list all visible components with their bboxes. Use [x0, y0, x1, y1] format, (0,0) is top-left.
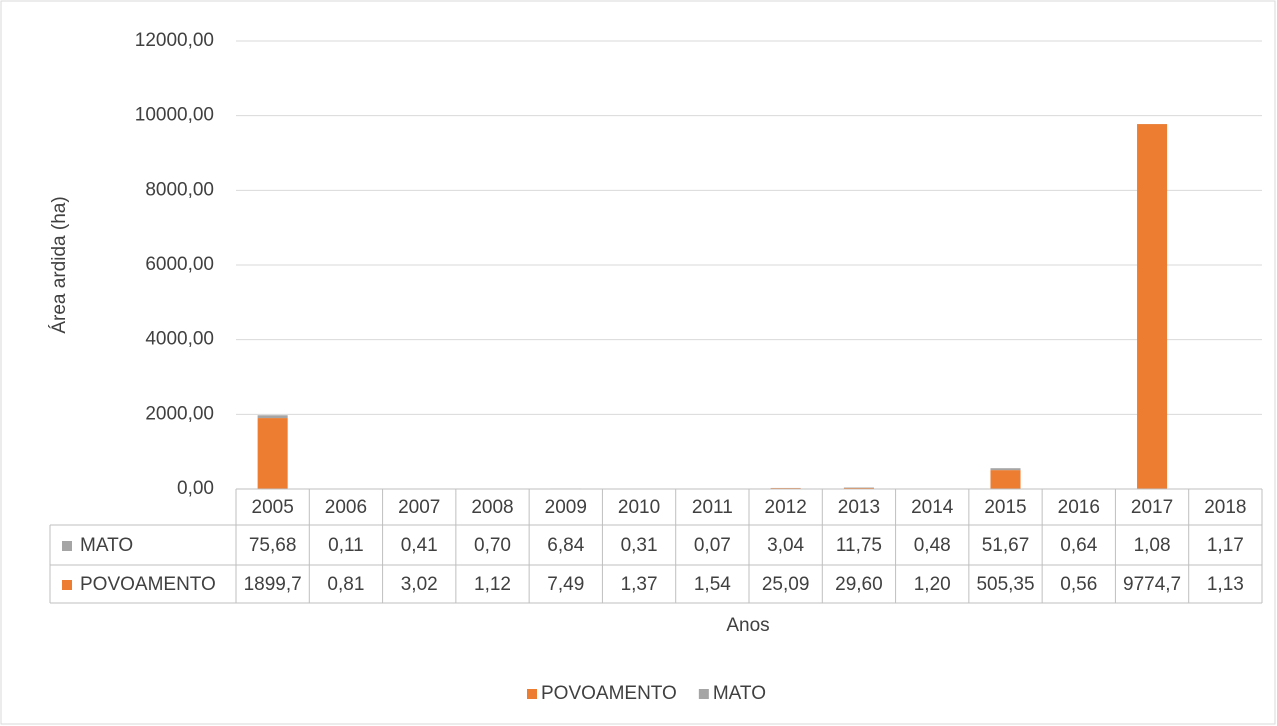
x-tick-label: 2012	[765, 497, 807, 518]
y-tick-label: 6000,00	[145, 254, 214, 275]
data-label: 29,60	[835, 574, 883, 595]
bar	[990, 468, 1021, 471]
table-row-label: POVOAMENTO	[80, 574, 216, 595]
y-tick-label: 8000,00	[145, 179, 214, 200]
x-tick-label: 2006	[325, 497, 367, 518]
data-label: 11,75	[836, 535, 882, 556]
y-tick-label: 0,00	[177, 478, 214, 499]
data-label: 9774,7	[1123, 574, 1181, 595]
data-label: 25,09	[762, 574, 810, 595]
y-tick-label: 2000,00	[145, 403, 214, 424]
data-label: 1,12	[474, 574, 511, 595]
data-label: 1,08	[1134, 535, 1171, 556]
x-tick-label: 2016	[1058, 497, 1100, 518]
table-legend-key	[62, 541, 72, 551]
data-label: 1,13	[1207, 574, 1244, 595]
x-tick-label: 2013	[838, 497, 880, 518]
table-legend-key	[62, 580, 72, 590]
legend-key	[527, 689, 537, 699]
x-tick-label: 2015	[984, 497, 1026, 518]
data-label: 0,07	[694, 535, 731, 556]
data-label: 3,02	[401, 574, 438, 595]
x-tick-label: 2017	[1131, 497, 1173, 518]
data-label: 0,31	[621, 535, 658, 556]
bar	[990, 470, 1021, 489]
x-axis-title: Anos	[726, 615, 769, 636]
data-label: 7,49	[547, 574, 584, 595]
data-label: 75,68	[249, 535, 297, 556]
data-label: 1,37	[621, 574, 658, 595]
data-label: 0,11	[328, 535, 364, 556]
data-label: 6,84	[547, 535, 584, 556]
legend-label: POVOAMENTO	[541, 683, 677, 704]
data-label: 1,54	[694, 574, 731, 595]
legend-label: MATO	[713, 683, 766, 704]
x-tick-label: 2009	[545, 497, 587, 518]
bar	[1137, 124, 1168, 489]
x-tick-label: 2014	[911, 497, 954, 518]
data-label: 0,81	[327, 574, 364, 595]
data-label: 1899,7	[244, 574, 302, 595]
x-tick-label: 2005	[252, 497, 294, 518]
data-label: 1,17	[1207, 535, 1244, 556]
data-label: 0,70	[474, 535, 511, 556]
data-label: 505,35	[976, 574, 1034, 595]
x-tick-label: 2007	[398, 497, 440, 518]
data-label: 0,56	[1060, 574, 1097, 595]
y-axis-title: Área ardida (ha)	[49, 196, 70, 333]
bar	[843, 487, 874, 489]
y-tick-label: 10000,00	[135, 105, 214, 126]
data-label: 51,67	[982, 535, 1030, 556]
legend-key	[698, 689, 709, 699]
data-label: 1,20	[914, 574, 951, 595]
x-tick-label: 2010	[618, 497, 660, 518]
y-tick-label: 4000,00	[145, 329, 214, 350]
bar	[257, 415, 288, 419]
bar	[257, 418, 288, 489]
y-tick-label: 12000,00	[135, 30, 214, 51]
data-label: 0,41	[401, 535, 438, 556]
data-label: 3,04	[767, 535, 804, 556]
table-row-label: MATO	[80, 535, 133, 556]
x-tick-label: 2018	[1204, 497, 1246, 518]
data-label: 0,64	[1060, 535, 1097, 556]
x-tick-label: 2008	[471, 497, 513, 518]
x-tick-label: 2011	[692, 497, 733, 518]
data-label: 0,48	[914, 535, 951, 556]
